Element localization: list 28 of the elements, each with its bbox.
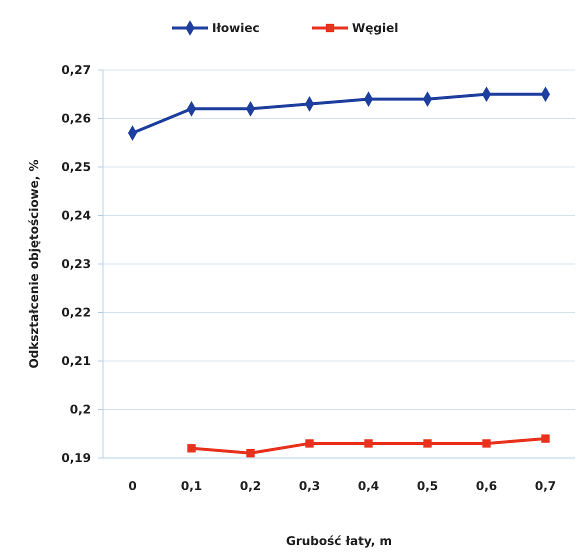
x-tick-label: 0,1: [180, 479, 202, 493]
y-tick-label: 0,21: [61, 354, 91, 368]
legend-label: Iłowiec: [212, 21, 260, 36]
x-tick-label: 0,6: [476, 479, 498, 493]
y-tick-label: 0,27: [61, 63, 91, 78]
point: [364, 439, 373, 448]
point: [305, 439, 314, 448]
x-tick-label: 0: [128, 479, 137, 493]
point: [482, 439, 491, 448]
legend-label: Węgiel: [352, 21, 398, 36]
x-axis-title: Grubość łaty, m: [286, 534, 392, 548]
x-tick-label: 0,3: [298, 479, 320, 493]
y-tick-label: 0,26: [61, 112, 91, 126]
x-tick-label: 0,2: [240, 479, 262, 493]
x-tick-label: 0,4: [358, 479, 380, 493]
x-tick-label: 0,7: [534, 479, 556, 493]
y-tick-label: 0,19: [61, 451, 91, 466]
y-tick-label: 0,25: [61, 160, 91, 174]
x-tick-label: 0,5: [416, 479, 438, 493]
y-tick-label: 0,2: [70, 402, 91, 417]
y-axis-title: Odkształcenie objętościowe, %: [27, 159, 41, 369]
point: [423, 439, 432, 448]
point: [187, 444, 196, 452]
y-tick-label: 0,22: [61, 306, 91, 320]
point: [246, 448, 255, 458]
y-tick-label: 0,23: [61, 257, 91, 272]
y-tick-label: 0,24: [61, 208, 91, 223]
point: [541, 434, 550, 443]
